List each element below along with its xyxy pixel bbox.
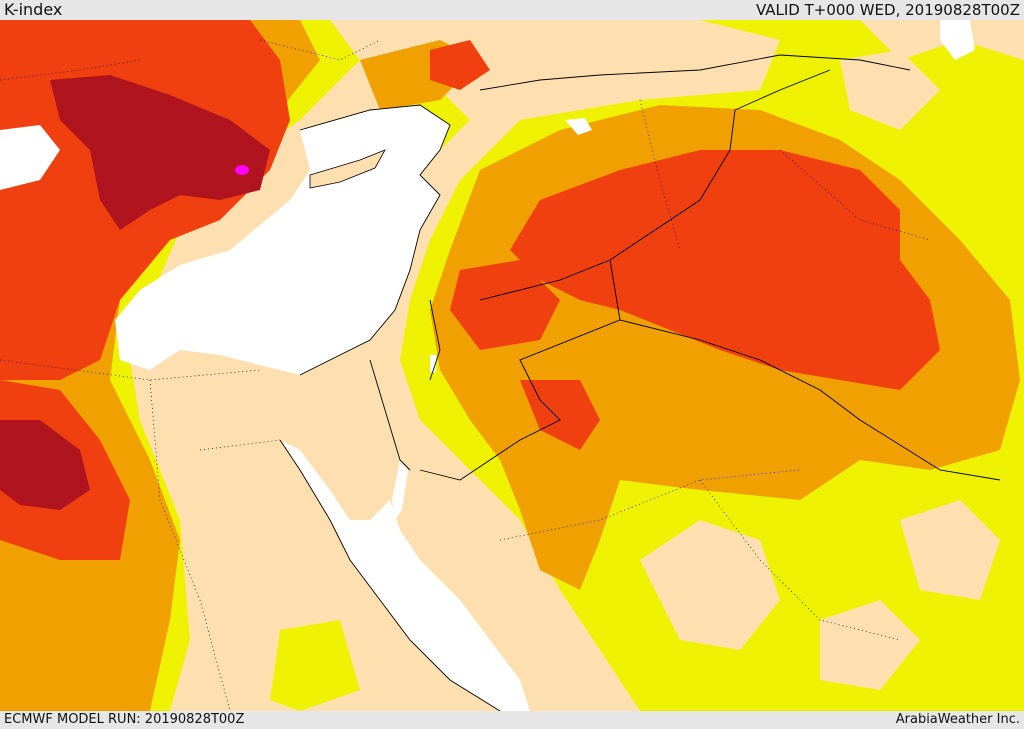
valid-time: VALID T+000 WED, 20190828T00Z	[755, 1, 1020, 19]
map-title: K-index	[4, 0, 63, 19]
sea-areas	[0, 20, 975, 711]
cyprus	[309, 149, 386, 189]
k-index-map	[0, 20, 1024, 711]
footer-bar: ECMWF MODEL RUN: 20190828T00Z ArabiaWeat…	[0, 711, 1024, 729]
borders	[279, 54, 1001, 711]
model-run: ECMWF MODEL RUN: 20190828T00Z	[4, 712, 245, 727]
dotted-borders	[0, 39, 931, 711]
credit: ArabiaWeather Inc.	[895, 712, 1020, 727]
peak-spot	[235, 165, 249, 175]
map-svg	[0, 20, 1024, 711]
land-patches	[510, 30, 1000, 690]
dark-red-band	[0, 75, 270, 510]
header-bar: K-index VALID T+000 WED, 20190828T00Z	[0, 0, 1024, 20]
